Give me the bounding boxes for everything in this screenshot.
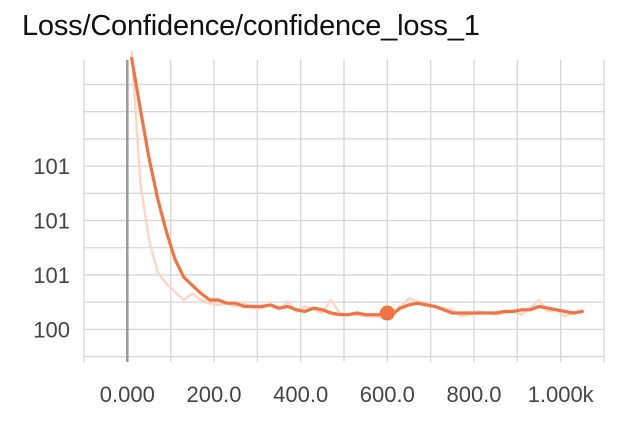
- y-tick-label: 101: [33, 154, 70, 179]
- x-tick-label: 400.0: [273, 382, 328, 407]
- chart-series: [130, 50, 584, 321]
- y-tick-label: 100: [33, 317, 70, 342]
- x-tick-label: 200.0: [186, 382, 241, 407]
- x-tick-label: 1.000k: [528, 382, 595, 407]
- x-tick-label: 600.0: [360, 382, 415, 407]
- chart-ticks: 100 101 101 101 0.000 200.0 400.0 600.0 800.0 1.0…: [33, 154, 594, 407]
- x-tick-label: 800.0: [446, 382, 501, 407]
- chart-title: Loss/Confidence/confidence_loss_1: [22, 10, 480, 42]
- series-line-raw: [130, 50, 584, 320]
- x-tick-label: 0.000: [100, 382, 155, 407]
- hover-marker: [379, 305, 395, 321]
- y-tick-label: 101: [33, 209, 70, 234]
- y-tick-label: 101: [33, 263, 70, 288]
- series-line-smoothed: [130, 56, 584, 317]
